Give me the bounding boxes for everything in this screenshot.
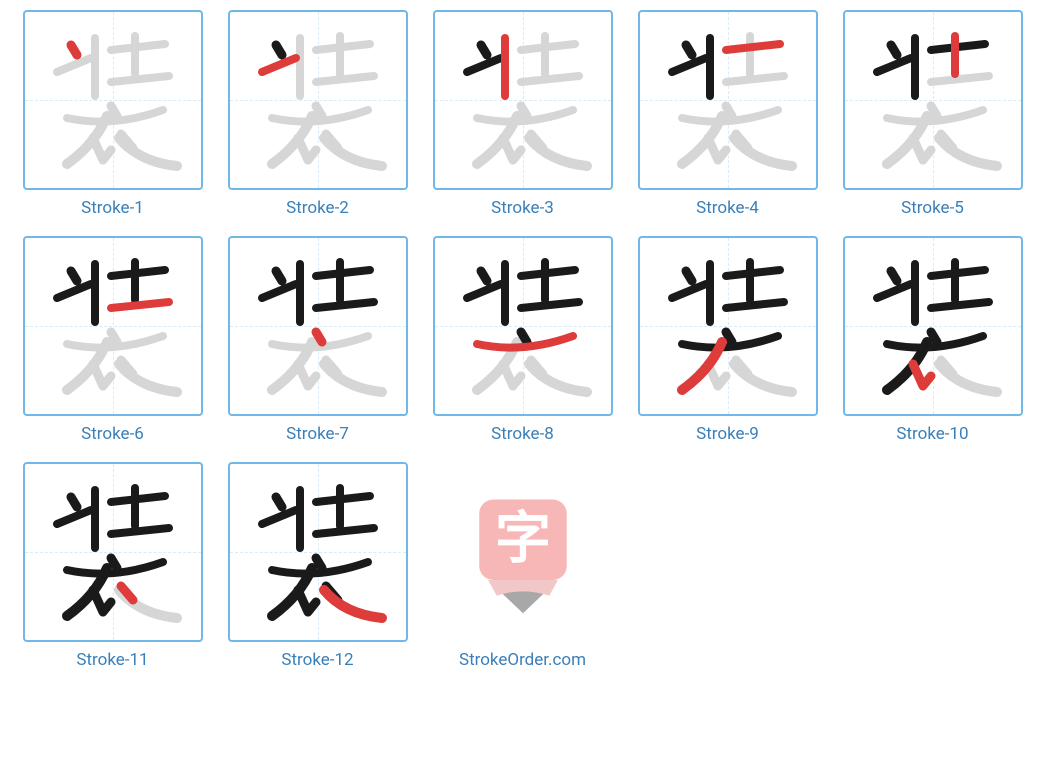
- stroke-cell: Stroke-2: [215, 10, 420, 218]
- stroke-tile: [23, 10, 203, 190]
- character-glyph: [238, 246, 398, 406]
- stroke-caption: Stroke-12: [281, 650, 353, 670]
- character-glyph: [33, 246, 193, 406]
- character-glyph: [238, 472, 398, 632]
- stroke-cell: Stroke-1: [10, 10, 215, 218]
- stroke-caption: Stroke-9: [696, 424, 759, 444]
- character-glyph: [33, 20, 193, 180]
- stroke-tile: [638, 236, 818, 416]
- logo-caption: StrokeOrder.com: [459, 650, 586, 670]
- stroke-cell: Stroke-6: [10, 236, 215, 444]
- stroke-tile: [228, 462, 408, 642]
- stroke-caption: Stroke-5: [901, 198, 964, 218]
- character-glyph: [238, 20, 398, 180]
- stroke-tile: [23, 236, 203, 416]
- character-glyph: [443, 246, 603, 406]
- stroke-caption: Stroke-1: [81, 198, 144, 218]
- stroke-tile: [843, 236, 1023, 416]
- stroke-tile: [228, 236, 408, 416]
- stroke-tile: [843, 10, 1023, 190]
- stroke-caption: Stroke-10: [896, 424, 968, 444]
- stroke-cell: Stroke-5: [830, 10, 1035, 218]
- svg-text:字: 字: [495, 505, 551, 571]
- stroke-tile: [228, 10, 408, 190]
- stroke-caption: Stroke-8: [491, 424, 554, 444]
- logo-tile: 字: [433, 462, 613, 642]
- stroke-tile: [638, 10, 818, 190]
- stroke-cell: Stroke-8: [420, 236, 625, 444]
- logo-icon: 字: [453, 482, 593, 622]
- stroke-cell: Stroke-10: [830, 236, 1035, 444]
- stroke-cell: Stroke-11: [10, 462, 215, 670]
- character-glyph: [443, 20, 603, 180]
- stroke-caption: Stroke-2: [286, 198, 349, 218]
- stroke-tile: [433, 236, 613, 416]
- logo-cell: 字 StrokeOrder.com: [420, 462, 625, 670]
- stroke-caption: Stroke-4: [696, 198, 759, 218]
- stroke-grid: Stroke-1 Stroke-2 Stroke-3 Stroke-4 Stroke-5…: [10, 10, 1040, 688]
- stroke-cell: Stroke-7: [215, 236, 420, 444]
- character-glyph: [648, 246, 808, 406]
- character-glyph: [853, 20, 1013, 180]
- stroke-caption: Stroke-7: [286, 424, 349, 444]
- stroke-tile: [433, 10, 613, 190]
- character-glyph: [853, 246, 1013, 406]
- character-glyph: [33, 472, 193, 632]
- stroke-cell: Stroke-9: [625, 236, 830, 444]
- stroke-cell: Stroke-12: [215, 462, 420, 670]
- stroke-cell: Stroke-4: [625, 10, 830, 218]
- stroke-caption: Stroke-6: [81, 424, 144, 444]
- stroke-caption: Stroke-11: [76, 650, 148, 670]
- stroke-cell: Stroke-3: [420, 10, 625, 218]
- character-glyph: [648, 20, 808, 180]
- stroke-tile: [23, 462, 203, 642]
- stroke-caption: Stroke-3: [491, 198, 554, 218]
